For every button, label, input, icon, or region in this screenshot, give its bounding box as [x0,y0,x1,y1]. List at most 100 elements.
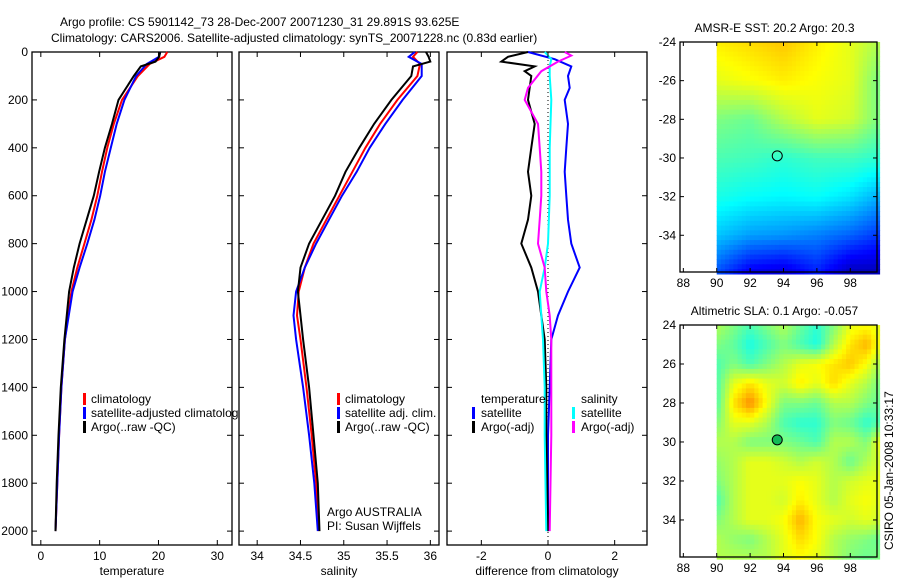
map-cell [829,66,835,72]
map-cell [733,119,739,125]
map-cell [720,510,726,516]
map-cell [783,349,789,355]
map-cell [846,264,851,270]
map-cell [741,544,747,550]
map-cell [750,148,755,154]
map-cell [771,259,776,265]
map-cell [750,510,755,516]
map-cell [783,359,789,365]
map-cell [720,264,726,270]
map-cell [733,490,739,497]
map-cell [716,153,722,159]
map-cell [758,344,764,350]
map-cell [771,95,776,101]
map-cell [787,42,793,48]
map-cell [875,520,881,526]
map-cell [720,529,726,536]
map-cell [758,206,764,212]
map-cell [779,461,785,467]
map-cell [808,359,814,365]
map-cell [737,490,743,497]
map-cell [779,520,785,526]
map-cell [741,90,747,96]
map-cell [762,244,768,251]
map-cell [783,66,789,72]
map-cell [729,325,735,331]
map-cell [771,476,776,482]
map-cell [775,334,780,341]
map-cell [771,427,776,433]
map-cell [825,75,830,82]
map-cell [741,383,747,389]
map-cell [812,349,818,355]
map-cell [762,368,768,375]
map-cell [841,344,847,350]
map-cell [791,71,797,77]
map-cell [745,524,751,531]
map-cell [871,412,876,419]
map-cell [871,211,876,217]
map-cell [837,240,843,246]
map-cell [808,329,814,336]
map-cell [716,90,722,96]
map-cell [850,485,856,492]
map-cell [850,334,856,341]
map-cell [745,403,751,409]
map-cell [867,249,872,256]
map-cell [754,172,760,178]
map-cell [725,490,730,497]
map-cell [875,191,881,198]
map-cell [808,373,814,380]
map-cell [741,104,747,111]
map-cell [837,485,843,492]
map-cell [787,66,793,72]
map-cell [787,201,793,207]
map-cell [850,191,856,198]
map-cell [825,162,830,169]
map-cell [821,412,826,419]
map-cell [829,388,835,394]
map-cell [737,196,743,202]
map-cell [750,143,755,149]
map-cell [846,451,851,458]
map-cell [821,344,826,350]
map-cell [766,220,772,227]
map-cell [804,461,810,467]
map-cell [779,451,785,458]
map-cell [862,104,868,111]
map-cell [804,495,810,502]
map-cell [766,500,772,506]
map-cell [841,100,847,106]
map-cell [854,158,860,164]
map-cell [741,254,747,260]
map-cell [733,42,739,48]
x-tick-label: 34.5 [289,549,313,563]
map-cell [829,466,835,472]
map-cell [867,388,872,394]
map-cell [762,510,768,516]
map-cell [787,254,793,260]
map-cell [750,211,755,217]
map-cell [733,393,739,399]
map-cell [733,534,739,541]
annotation-line-1: Argo AUSTRALIA [327,505,422,519]
map-cell [846,334,851,341]
map-cell [729,109,735,115]
map-cell [737,427,743,433]
map-cell [783,481,789,487]
map-cell [841,373,847,380]
map-cell [771,119,776,125]
map-cell [800,85,805,91]
map-cell [787,403,793,409]
map-cell [745,264,751,270]
map-cell [829,529,835,536]
map-cell [766,329,772,336]
map-cell [796,412,801,419]
map-cell [837,109,843,115]
map-cell [821,187,826,193]
map-cell [800,378,805,385]
map-cell [775,329,780,336]
map-cell [875,269,881,275]
map-cell [779,534,785,541]
map-cell [766,167,772,173]
